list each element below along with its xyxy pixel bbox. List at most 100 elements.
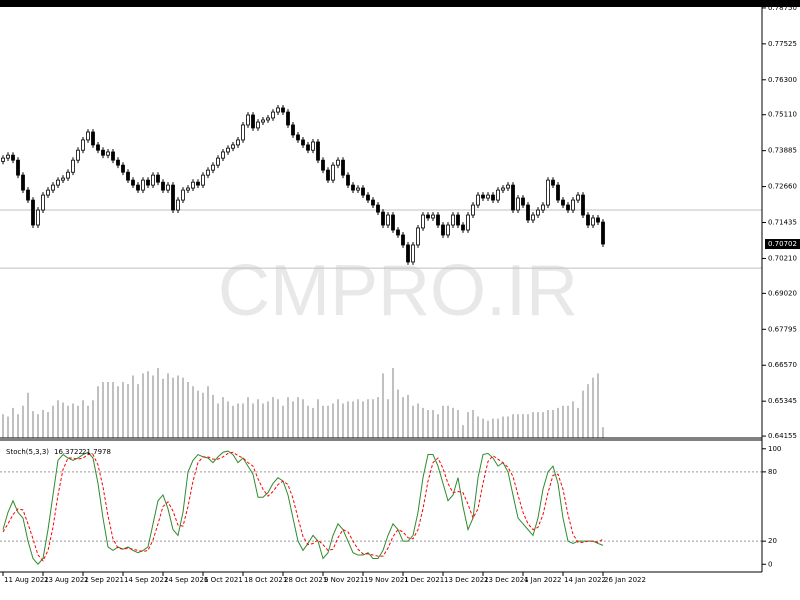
candle-body: [271, 111, 275, 119]
candle-body: [406, 244, 410, 263]
x-tick-label: 4 Jan 2022: [524, 576, 562, 584]
candle-body: [596, 217, 600, 223]
candle-body: [26, 189, 30, 201]
price-label-bg: [765, 239, 800, 250]
candle-body: [571, 199, 575, 211]
candle-body: [1, 157, 5, 162]
x-tick-label: 26 Jan 2022: [604, 576, 646, 584]
y-tick-label: 0.75110: [768, 111, 797, 119]
candle-body: [351, 184, 355, 191]
candle-body: [431, 214, 435, 219]
candle-body: [521, 197, 525, 206]
candle-body: [31, 199, 35, 226]
candle-body: [56, 179, 60, 186]
candle-body: [76, 149, 80, 161]
candle-body: [306, 144, 310, 151]
candle-body: [156, 174, 160, 183]
y-tick-label: 0.72660: [768, 183, 797, 191]
candle-body: [436, 214, 440, 226]
candle-body: [446, 224, 450, 236]
candle-body: [471, 204, 475, 216]
candle-body: [451, 214, 455, 226]
candle-body: [561, 199, 565, 206]
indicator-title: Stoch(5,3,3): [6, 448, 49, 456]
candle-body: [186, 187, 190, 191]
candle-body: [256, 121, 260, 129]
candle-body: [161, 181, 165, 191]
candle-body: [466, 214, 470, 231]
candle-body: [211, 164, 215, 171]
y-tick-label: 80: [768, 468, 777, 476]
candle-body: [591, 217, 595, 226]
y-tick-label: 20: [768, 537, 777, 545]
candle-body: [116, 159, 120, 166]
candle-body: [216, 157, 220, 166]
y-tick-label: 0.73885: [768, 147, 797, 155]
candle-body: [201, 174, 205, 186]
y-tick-label: 0.69020: [768, 289, 797, 297]
y-tick-label: 0.70210: [768, 254, 797, 262]
candle-body: [311, 141, 315, 151]
candle-body: [511, 184, 515, 211]
candle-body: [231, 144, 235, 149]
candle-body: [346, 174, 350, 186]
candle-body: [336, 159, 340, 166]
candle-body: [276, 107, 280, 113]
candle-body: [91, 131, 95, 146]
candle-body: [371, 199, 375, 206]
current-price: 0.70702: [768, 240, 797, 248]
candle-body: [496, 189, 500, 201]
x-tick-label: 28 Oct 2021: [284, 576, 327, 584]
candle-body: [401, 234, 405, 246]
candle-body: [326, 169, 330, 181]
window-frame: [0, 0, 800, 7]
watermark: CMPRO.IR: [218, 251, 578, 331]
candle-body: [101, 149, 105, 156]
candle-body: [391, 214, 395, 231]
candle-body: [426, 214, 430, 219]
candle-body: [551, 179, 555, 186]
candle-body: [331, 164, 335, 181]
candle-body: [11, 154, 15, 161]
candle-body: [486, 194, 490, 199]
candle-body: [226, 147, 230, 153]
candle-body: [376, 204, 380, 213]
x-tick-label: 1 Dec 2021: [404, 576, 444, 584]
candle-body: [281, 107, 285, 113]
y-tick-label: 0.78750: [768, 4, 797, 12]
y-tick-label: 0.67795: [768, 325, 797, 333]
candle-body: [531, 214, 535, 221]
candle-body: [301, 139, 305, 146]
candle-body: [136, 184, 140, 191]
candle-body: [86, 131, 90, 141]
candle-body: [566, 204, 570, 211]
candle-body: [481, 194, 485, 199]
candle-body: [246, 114, 250, 126]
candle-body: [221, 151, 225, 159]
candle-body: [236, 139, 240, 146]
candle-body: [476, 194, 480, 206]
candle-body: [106, 151, 110, 156]
candle-body: [21, 174, 25, 191]
candle-body: [421, 214, 425, 229]
candle-body: [191, 181, 195, 189]
candle-body: [386, 214, 390, 226]
y-tick-label: 0.76300: [768, 76, 797, 84]
candle-body: [316, 141, 320, 161]
candle-body: [6, 154, 10, 159]
candle-body: [456, 214, 460, 226]
candle-body: [61, 177, 65, 181]
candle-body: [176, 199, 180, 211]
candle-body: [556, 184, 560, 201]
candle-body: [541, 204, 545, 211]
candle-body: [111, 151, 115, 161]
candle-body: [146, 179, 150, 186]
y-tick-label: 0.64155: [768, 432, 797, 440]
candle-body: [266, 117, 270, 121]
candle-body: [296, 134, 300, 141]
candle-body: [526, 204, 530, 221]
candle-body: [171, 184, 175, 211]
